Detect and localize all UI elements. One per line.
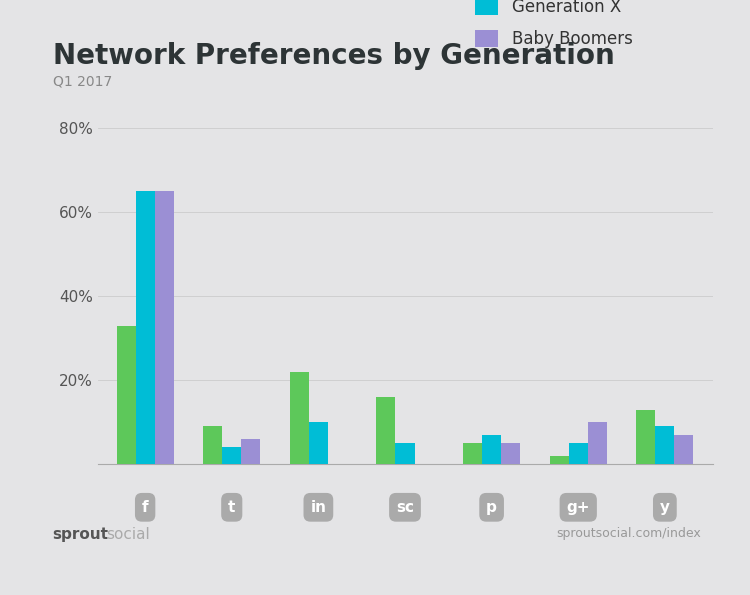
Text: y: y	[660, 500, 670, 515]
Text: sprout: sprout	[53, 527, 109, 541]
Text: t: t	[228, 500, 236, 515]
Bar	[656, 426, 674, 464]
Bar	[463, 443, 482, 464]
Bar	[154, 191, 174, 464]
Bar	[376, 397, 395, 464]
Text: Q1 2017: Q1 2017	[53, 74, 112, 89]
Bar	[501, 443, 520, 464]
Text: in: in	[310, 500, 326, 515]
Bar	[550, 456, 568, 464]
Bar	[568, 443, 588, 464]
Bar	[203, 426, 222, 464]
Bar	[309, 422, 328, 464]
Bar	[242, 439, 260, 464]
Bar	[588, 422, 607, 464]
Bar	[290, 372, 309, 464]
Bar	[222, 447, 242, 464]
Bar	[482, 435, 501, 464]
Text: social: social	[106, 527, 150, 541]
Text: Network Preferences by Generation: Network Preferences by Generation	[53, 42, 614, 70]
Bar	[136, 191, 154, 464]
Bar	[116, 325, 136, 464]
Text: g+: g+	[566, 500, 590, 515]
Bar	[636, 409, 656, 464]
Legend: Millennials, Generation X, Baby Boomers: Millennials, Generation X, Baby Boomers	[475, 0, 632, 48]
Text: sc: sc	[396, 500, 414, 515]
Bar	[395, 443, 415, 464]
Text: p: p	[486, 500, 497, 515]
Bar	[674, 435, 694, 464]
Text: f: f	[142, 500, 148, 515]
Text: sproutsocial.com/index: sproutsocial.com/index	[556, 527, 701, 540]
